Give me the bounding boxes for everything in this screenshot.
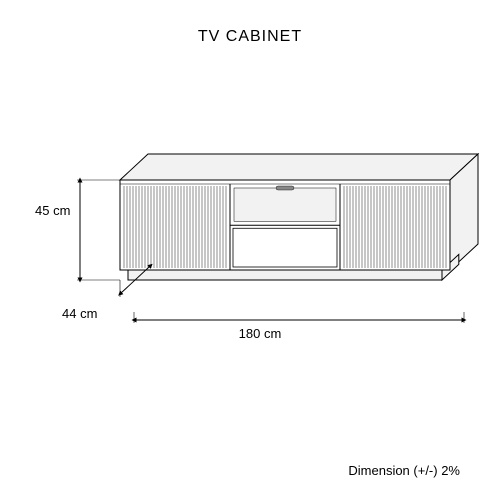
cabinet-diagram: 45 cm 44 cm 180 cm [20, 90, 480, 390]
diagram-title: TV CABINET [0, 28, 500, 46]
tolerance-note: Dimension (+/-) 2% [348, 463, 460, 478]
svg-text:180 cm: 180 cm [239, 326, 282, 341]
svg-text:45 cm: 45 cm [35, 203, 70, 218]
svg-text:44 cm: 44 cm [62, 306, 97, 321]
